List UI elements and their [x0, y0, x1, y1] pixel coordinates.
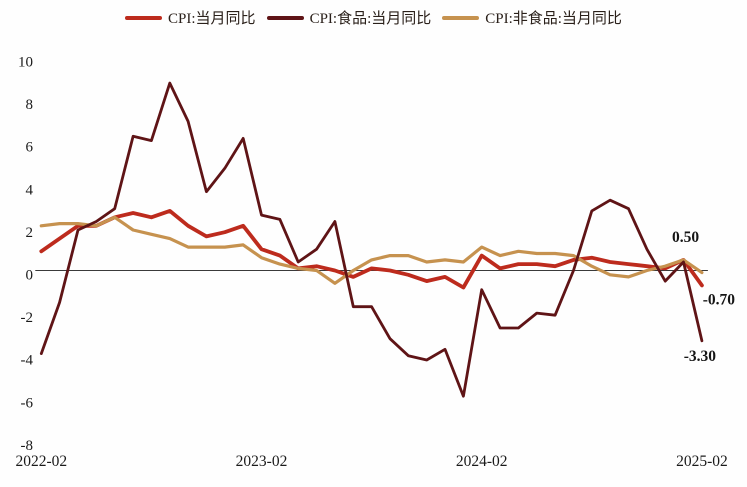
- y-tick-label: -6: [21, 395, 34, 411]
- value-annotation: -3.30: [684, 348, 717, 365]
- legend-item-cpi-nonfood: CPI:非食品:当月同比: [442, 7, 622, 28]
- x-tick-label: 2023-02: [236, 453, 288, 470]
- legend-label-cpi-nonfood: CPI:非食品:当月同比: [485, 11, 622, 27]
- y-tick-label: -2: [21, 310, 34, 326]
- y-tick-label: 6: [26, 140, 34, 156]
- x-tick-label: 2025-02: [676, 453, 728, 470]
- cpi-food-line: [39, 81, 704, 398]
- value-annotation: 0.50: [672, 229, 699, 246]
- x-tick-label: 2024-02: [456, 453, 508, 470]
- y-tick-label: -8: [21, 438, 34, 454]
- cpi-nonfood-line: [39, 215, 704, 285]
- cpi-line: [39, 208, 704, 290]
- legend-label-cpi: CPI:当月同比: [168, 11, 256, 27]
- legend-label-cpi-food: CPI:食品:当月同比: [309, 11, 432, 27]
- y-tick-label: -4: [21, 353, 34, 369]
- y-tick-label: 8: [26, 97, 34, 113]
- legend-item-cpi: CPI:当月同比: [125, 7, 256, 28]
- value-annotation: -0.70: [703, 291, 736, 308]
- cpi-nonfood-line-swatch: [442, 15, 480, 20]
- chart-legend: CPI:当月同比 CPI:食品:当月同比 CPI:非食品:当月同比: [0, 7, 747, 28]
- y-tick-label: 0: [26, 268, 34, 284]
- y-tick-label: 4: [26, 182, 34, 198]
- cpi-line-swatch: [125, 15, 163, 20]
- cpi-food-line-swatch: [266, 15, 304, 20]
- y-tick-label: 2: [26, 225, 34, 241]
- legend-item-cpi-food: CPI:食品:当月同比: [266, 7, 432, 28]
- y-tick-label: 10: [18, 55, 33, 71]
- x-tick-label: 2022-02: [15, 453, 67, 470]
